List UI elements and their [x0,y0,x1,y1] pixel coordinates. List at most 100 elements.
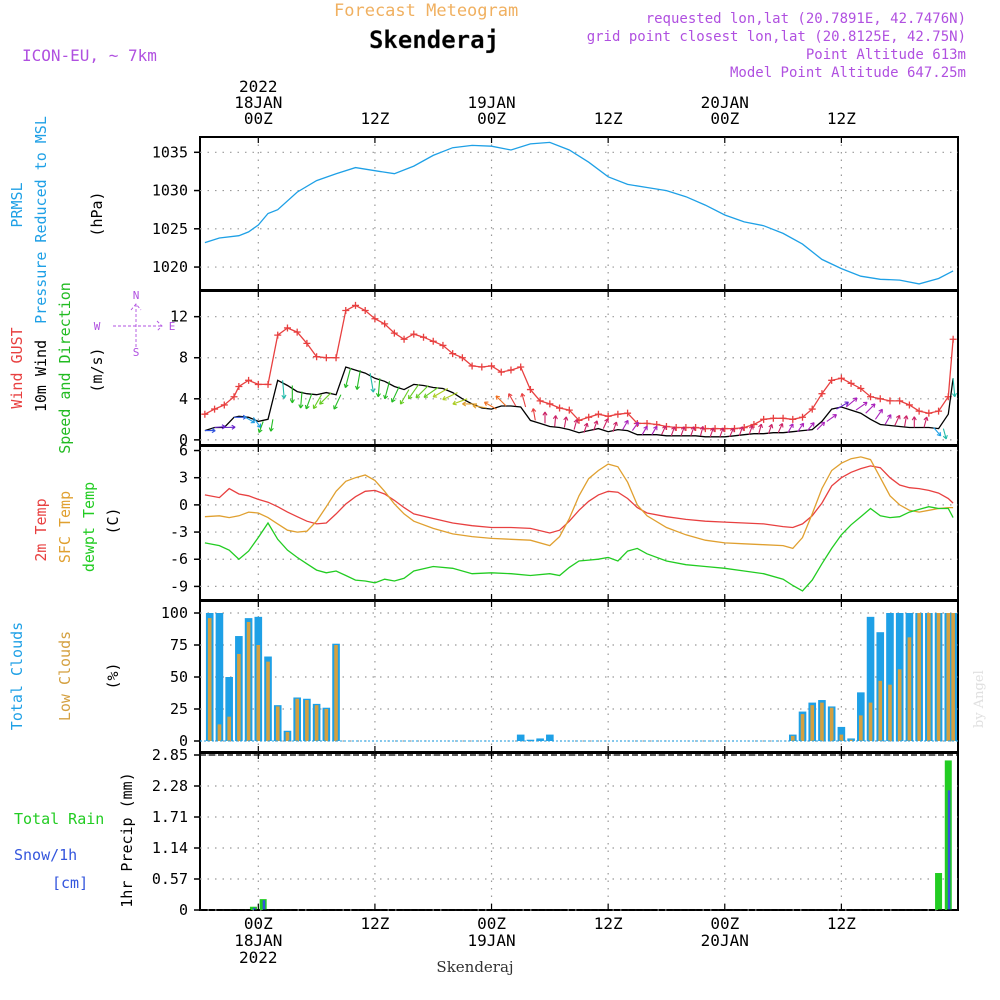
gust-marker [837,374,845,382]
panel-frame-4 [199,752,959,911]
gust-marker [750,420,758,428]
low-cloud-bar [810,705,815,741]
wind-direction-arrow [298,391,304,409]
bottom-time-label: 00Z [477,914,506,933]
gust-marker [230,393,238,401]
wind-direction-arrow [354,370,361,390]
low-cloud-bar [246,621,251,741]
wind-direction-arrow [375,378,381,398]
wind-direction-arrow [767,423,774,434]
temp-unit: (C) [104,507,122,534]
low-clouds-label: Low Clouds [56,631,74,721]
low-cloud-bar [946,613,951,741]
top-time-label: 12Z [360,109,389,128]
wind-direction-arrow [641,425,648,435]
wind-direction-arrow [204,428,216,434]
gust-marker [565,406,573,414]
sfc-temp-label: SFC Temp [56,491,74,563]
gust-marker [351,301,359,309]
wind-direction-arrow [472,403,487,409]
gust-marker [468,362,476,370]
wind-direction-arrow [343,367,352,389]
ytick-label: 1.71 [152,808,188,826]
gust-marker [915,407,923,415]
gust-marker [458,354,466,362]
precip-unit-label: 1hr Precip (mm) [118,772,136,907]
wind-direction-arrow [415,385,429,399]
wind-direction-arrow [552,415,558,427]
wind-direction-arrow [312,394,322,410]
total-clouds-label: Total Clouds [8,622,26,730]
wind-direction-arrow [826,414,838,422]
compass-w: W [94,320,101,333]
wind-direction-arrow [432,388,449,398]
wind-direction-arrow [911,416,917,428]
pressure-unit: (hPa) [88,191,106,236]
gust-marker [536,397,544,405]
ytick-label: 0 [179,901,188,919]
gust-marker [488,362,496,370]
wind-direction-arrow [709,427,715,437]
wind-direction-arrow [520,393,527,408]
wind-direction-arrow [495,395,507,407]
gust-marker [264,380,272,388]
gust-marker [779,414,787,422]
bottom-time-label: 00Z [244,914,273,933]
compass-n: N [133,289,140,302]
bottom-time-label: 2022 [239,948,278,967]
wind-direction-arrow [452,398,468,406]
low-cloud-bar [917,613,921,741]
wind-direction-arrow [845,397,858,408]
gust-marker [643,419,651,427]
low-cloud-bar [927,613,931,741]
bottom-time-label: 12Z [827,914,856,933]
wind-direction-arrow [951,378,957,398]
top-time-label: 12Z [594,109,623,128]
gust-marker [896,397,904,405]
bottom-time-label: 00Z [710,914,739,933]
wind-direction-arrow [806,422,815,431]
ytick-label: 0.57 [152,870,188,888]
top-time-label: 00Z [244,109,273,128]
total-cloud-bar [225,677,233,741]
top-time-label: 20JAN [701,93,749,112]
wind-direction-arrow [593,420,599,431]
low-cloud-bar [878,680,883,741]
low-cloud-bar [285,732,290,741]
wind-direction-arrow [923,416,929,428]
gust-marker [847,379,855,387]
top-time-label: 12Z [827,109,856,128]
wind-direction-arrow [423,387,439,398]
total-cloud-bar [215,613,224,741]
wind-direction-arrow [319,392,332,405]
wind-direction-arrow [612,421,618,432]
gust-marker [201,410,209,418]
pressure-label: Pressure Reduced to MSL [32,116,50,324]
ytick-label: -9 [170,577,188,595]
gust-marker [905,401,913,409]
gust-marker [517,363,525,371]
ytick-label: 1020 [152,258,188,276]
gust-marker [313,353,321,361]
ytick-label: 8 [179,349,188,367]
gust-marker [594,410,602,418]
top-time-label: 18JAN [234,93,282,112]
ytick-label: 0 [179,431,188,449]
compass-e: E [169,320,176,333]
low-cloud-bar [936,613,941,741]
wind-direction-arrow [243,415,256,424]
model-label: ICON-EU, ~ 7km [22,46,157,65]
gust-marker [254,380,262,388]
low-cloud-bar [829,707,834,741]
low-cloud-bar [897,669,902,741]
gust-marker [949,335,957,343]
gust-marker [526,386,534,394]
wind-direction-arrow [680,426,686,436]
wind-direction-arrow [738,426,744,436]
ytick-label: 2.85 [152,746,188,764]
wind-direction-arrow [651,425,658,435]
wind-direction-arrow [836,401,849,410]
requested-coords: requested lon,lat (20.7891E, 42.7476N) [646,11,966,27]
wind-direction-arrow [252,416,262,429]
